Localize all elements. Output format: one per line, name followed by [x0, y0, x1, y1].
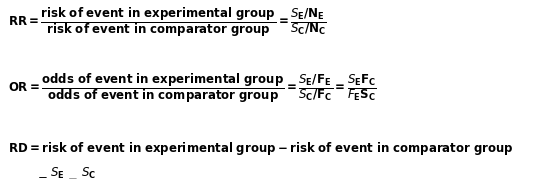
Text: $= \dfrac{\bf{\mathit{S}_E}}{\bf{\mathit{N}_E}} - \dfrac{\bf{\mathit{S}_C}}{\bf{: $= \dfrac{\bf{\mathit{S}_E}}{\bf{\mathit… — [35, 165, 98, 179]
Text: $\bf{RR} = \dfrac{\bf{risk\ of\ event\ in\ experimental\ group}}{\bf{risk\ of\ e: $\bf{RR} = \dfrac{\bf{risk\ of\ event\ i… — [8, 5, 327, 39]
Text: $\bf{OR} = \dfrac{\bf{odds\ of\ event\ in\ experimental\ group}}{\bf{odds\ of\ e: $\bf{OR} = \dfrac{\bf{odds\ of\ event\ i… — [8, 72, 377, 105]
Text: $\bf{RD} = \bf{risk\ of\ event\ in\ experimental\ group} - \bf{risk\ of\ event\ : $\bf{RD} = \bf{risk\ of\ event\ in\ expe… — [8, 140, 514, 157]
